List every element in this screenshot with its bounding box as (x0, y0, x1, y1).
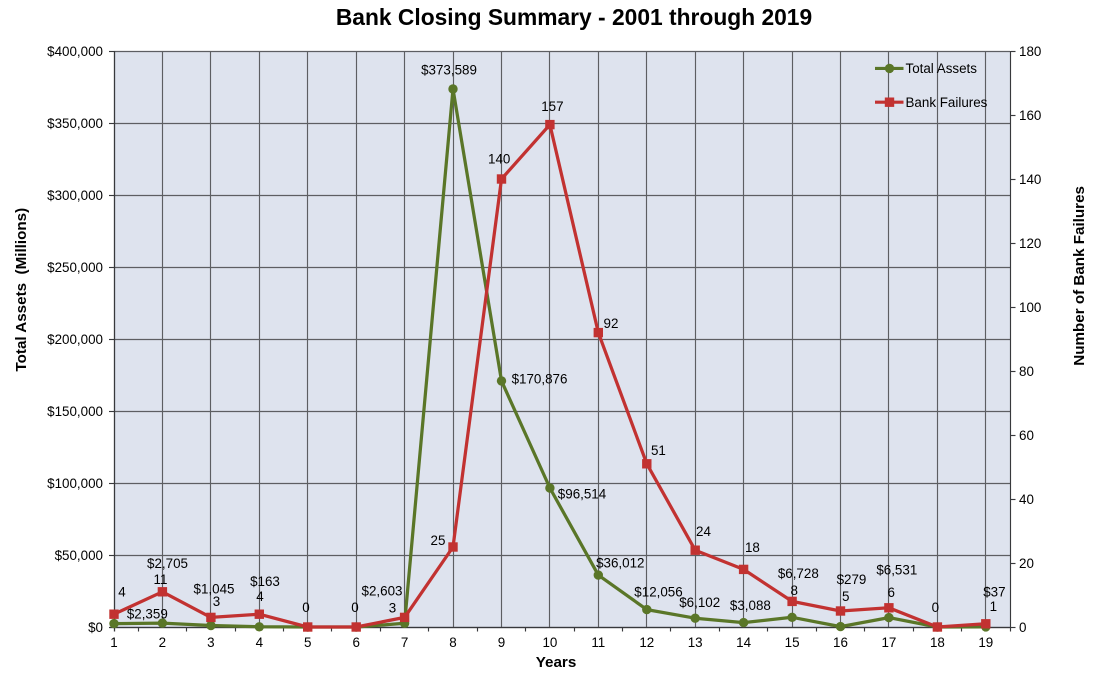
svg-text:4: 4 (118, 585, 126, 600)
svg-text:0: 0 (1019, 620, 1026, 635)
svg-text:3: 3 (213, 594, 220, 609)
svg-text:$1,045: $1,045 (194, 581, 235, 596)
svg-text:92: 92 (604, 316, 619, 331)
svg-text:120: 120 (1019, 236, 1041, 251)
svg-text:140: 140 (488, 151, 510, 166)
svg-text:100: 100 (1019, 300, 1041, 315)
svg-text:2: 2 (159, 635, 166, 650)
svg-text:1: 1 (990, 599, 997, 614)
svg-text:3: 3 (389, 601, 396, 616)
svg-text:$12,056: $12,056 (634, 584, 682, 599)
svg-text:60: 60 (1019, 428, 1034, 443)
svg-text:$2,359: $2,359 (127, 607, 168, 622)
svg-text:4: 4 (256, 635, 264, 650)
svg-text:160: 160 (1019, 108, 1041, 123)
svg-text:$100,000: $100,000 (47, 476, 103, 491)
svg-text:$6,102: $6,102 (679, 595, 720, 610)
svg-text:0: 0 (302, 600, 309, 615)
svg-text:24: 24 (696, 524, 711, 539)
svg-text:$300,000: $300,000 (47, 188, 103, 203)
svg-text:$50,000: $50,000 (55, 548, 103, 563)
svg-text:$400,000: $400,000 (47, 44, 103, 59)
svg-text:$2,603: $2,603 (362, 583, 403, 598)
svg-text:$170,876: $170,876 (512, 371, 568, 386)
svg-text:$250,000: $250,000 (47, 260, 103, 275)
svg-text:$150,000: $150,000 (47, 404, 103, 419)
svg-text:$373,589: $373,589 (421, 62, 477, 77)
svg-text:12: 12 (639, 635, 654, 650)
svg-text:$6,728: $6,728 (778, 566, 819, 581)
svg-text:$6,531: $6,531 (876, 563, 917, 578)
svg-text:10: 10 (542, 635, 557, 650)
svg-text:9: 9 (498, 635, 505, 650)
svg-text:$2,705: $2,705 (147, 556, 188, 571)
svg-text:5: 5 (842, 589, 849, 604)
svg-text:$96,514: $96,514 (558, 486, 607, 501)
svg-text:40: 40 (1019, 492, 1034, 507)
svg-text:3: 3 (207, 635, 214, 650)
svg-text:Years: Years (536, 654, 577, 671)
svg-text:18: 18 (745, 540, 760, 555)
svg-text:14: 14 (736, 635, 751, 650)
svg-text:Bank Failures: Bank Failures (906, 95, 988, 110)
svg-text:$279: $279 (837, 572, 867, 587)
svg-text:$3,088: $3,088 (730, 598, 771, 613)
svg-text:Number of Bank Failures: Number of Bank Failures (1071, 186, 1088, 366)
svg-text:17: 17 (881, 635, 896, 650)
svg-text:7: 7 (401, 635, 408, 650)
svg-text:180: 180 (1019, 44, 1041, 59)
svg-text:1: 1 (110, 635, 117, 650)
svg-text:16: 16 (833, 635, 848, 650)
svg-text:$200,000: $200,000 (47, 332, 103, 347)
svg-text:5: 5 (304, 635, 311, 650)
svg-text:140: 140 (1019, 172, 1041, 187)
svg-text:$350,000: $350,000 (47, 116, 103, 131)
svg-text:8: 8 (449, 635, 456, 650)
svg-text:$0: $0 (88, 620, 103, 635)
svg-text:Total Assets: Total Assets (906, 61, 978, 76)
svg-text:157: 157 (541, 99, 563, 114)
svg-text:4: 4 (256, 589, 264, 604)
svg-text:15: 15 (785, 635, 800, 650)
svg-text:19: 19 (978, 635, 993, 650)
svg-text:Bank Closing Summary - 2001 th: Bank Closing Summary - 2001 through 2019 (336, 4, 812, 30)
svg-text:13: 13 (688, 635, 703, 650)
svg-text:18: 18 (930, 635, 945, 650)
svg-text:$37: $37 (983, 584, 1005, 599)
svg-text:6: 6 (887, 585, 894, 600)
svg-text:11: 11 (591, 635, 605, 650)
svg-text:Total Assets (Millions): Total Assets (Millions) (13, 208, 30, 372)
svg-text:0: 0 (351, 600, 358, 615)
svg-text:20: 20 (1019, 556, 1034, 571)
svg-text:51: 51 (651, 443, 666, 458)
svg-text:25: 25 (431, 533, 446, 548)
svg-text:$163: $163 (250, 574, 280, 589)
svg-text:6: 6 (352, 635, 359, 650)
svg-text:8: 8 (790, 583, 797, 598)
svg-text:0: 0 (932, 600, 939, 615)
svg-text:$36,012: $36,012 (596, 556, 644, 571)
svg-text:11: 11 (154, 572, 168, 587)
svg-text:80: 80 (1019, 364, 1034, 379)
